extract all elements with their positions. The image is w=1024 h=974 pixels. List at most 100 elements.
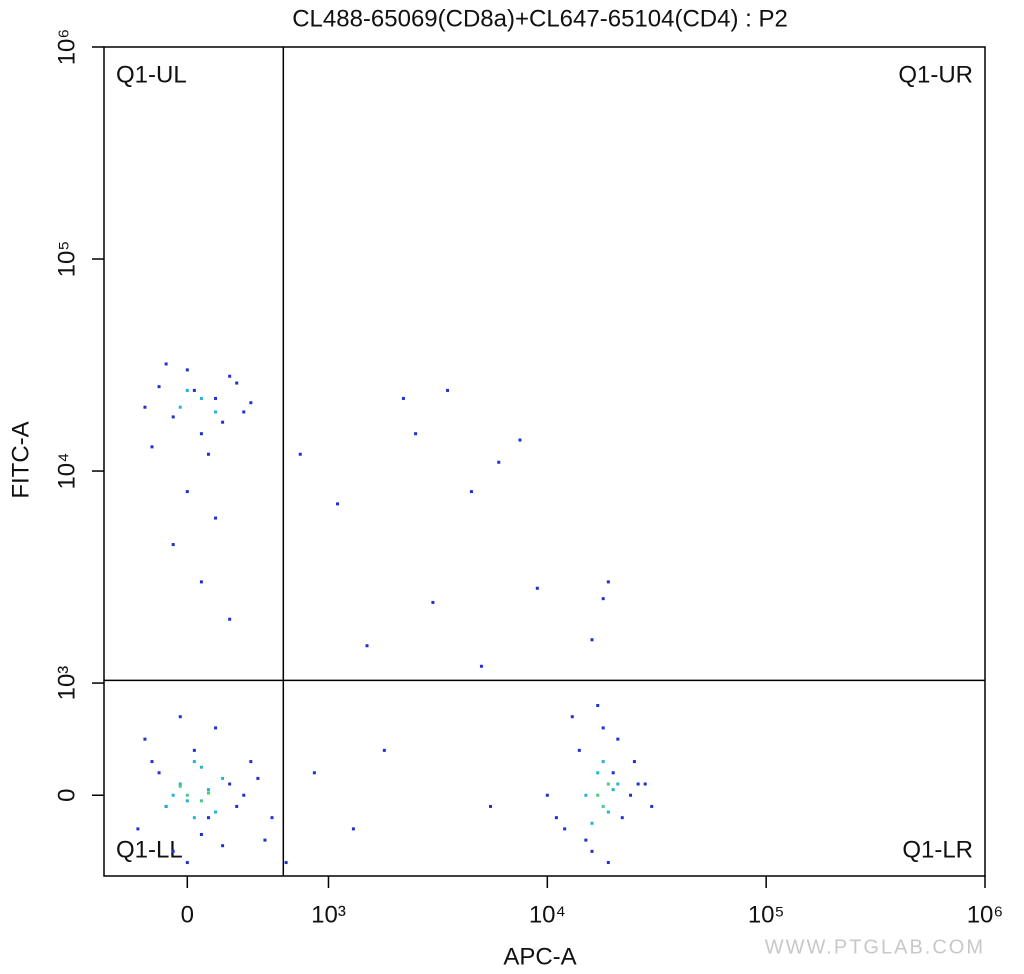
point <box>214 410 218 414</box>
point <box>577 748 581 752</box>
point <box>256 776 260 780</box>
point <box>214 726 218 730</box>
point <box>351 827 355 831</box>
point <box>606 861 610 865</box>
point <box>570 715 574 719</box>
point <box>185 793 189 797</box>
x-tick-label: 10⁶ <box>967 901 1004 928</box>
point <box>199 832 203 836</box>
point <box>171 849 175 853</box>
y-tick-label: 10⁴ <box>53 453 80 490</box>
point <box>563 827 567 831</box>
quadrant-label: Q1-LL <box>116 836 183 863</box>
point <box>171 793 175 797</box>
point <box>171 415 175 419</box>
point <box>601 804 605 808</box>
point <box>518 438 522 442</box>
point <box>616 782 620 786</box>
point <box>178 405 182 409</box>
point <box>185 388 189 392</box>
point <box>199 432 203 436</box>
chart-title: CL488-65069(CD8a)+CL647-65104(CD4) : P2 <box>292 5 788 32</box>
point <box>611 771 615 775</box>
point <box>497 460 501 464</box>
y-axis-label: FITC-A <box>7 421 34 498</box>
point <box>606 782 610 786</box>
point <box>150 445 154 449</box>
point <box>192 748 196 752</box>
point <box>382 748 386 752</box>
point <box>199 396 203 400</box>
point <box>249 760 253 764</box>
point <box>150 760 154 764</box>
point <box>636 782 640 786</box>
point <box>606 810 610 814</box>
point <box>206 816 210 820</box>
point <box>249 401 253 405</box>
point <box>469 490 473 494</box>
point <box>199 799 203 803</box>
point <box>185 368 189 372</box>
point <box>178 784 182 788</box>
point <box>616 737 620 741</box>
point <box>535 586 539 590</box>
point <box>221 420 225 424</box>
point <box>157 771 161 775</box>
point <box>206 791 210 795</box>
point <box>136 827 140 831</box>
point <box>650 804 654 808</box>
point <box>228 617 232 621</box>
x-tick-label: 0 <box>181 901 194 928</box>
point <box>263 838 267 842</box>
point <box>596 793 600 797</box>
point <box>185 490 189 494</box>
point <box>143 405 147 409</box>
point <box>228 782 232 786</box>
point <box>199 765 203 769</box>
point <box>554 816 558 820</box>
point <box>479 664 483 668</box>
point <box>221 844 225 848</box>
point <box>214 516 218 520</box>
point <box>489 804 493 808</box>
point <box>336 502 340 506</box>
point <box>221 776 225 780</box>
point <box>192 388 196 392</box>
point <box>242 793 246 797</box>
point <box>185 861 189 865</box>
point <box>214 396 218 400</box>
point <box>164 362 168 366</box>
point <box>235 381 239 385</box>
point <box>365 644 369 648</box>
point <box>270 816 274 820</box>
quadrant-label: Q1-UR <box>898 61 973 88</box>
point <box>596 771 600 775</box>
point <box>620 816 624 820</box>
x-tick-label: 10⁵ <box>748 901 785 928</box>
quadrant-label: Q1-LR <box>902 836 973 863</box>
point <box>584 838 588 842</box>
point <box>601 760 605 764</box>
point <box>632 760 636 764</box>
point <box>643 782 647 786</box>
point <box>206 788 210 792</box>
x-tick-label: 10³ <box>311 901 346 928</box>
point <box>164 804 168 808</box>
point <box>171 543 175 547</box>
point <box>157 385 161 389</box>
point <box>214 810 218 814</box>
y-tick-label: 10³ <box>53 666 80 701</box>
point <box>192 760 196 764</box>
point <box>611 788 615 792</box>
quadrant-label: Q1-UL <box>116 61 187 88</box>
point <box>242 410 246 414</box>
point <box>601 726 605 730</box>
point <box>192 816 196 820</box>
watermark: WWW.PTGLAB.COM <box>765 936 985 958</box>
point <box>584 793 588 797</box>
point <box>185 799 189 803</box>
x-axis-label: APC-A <box>503 943 576 970</box>
point <box>143 737 147 741</box>
